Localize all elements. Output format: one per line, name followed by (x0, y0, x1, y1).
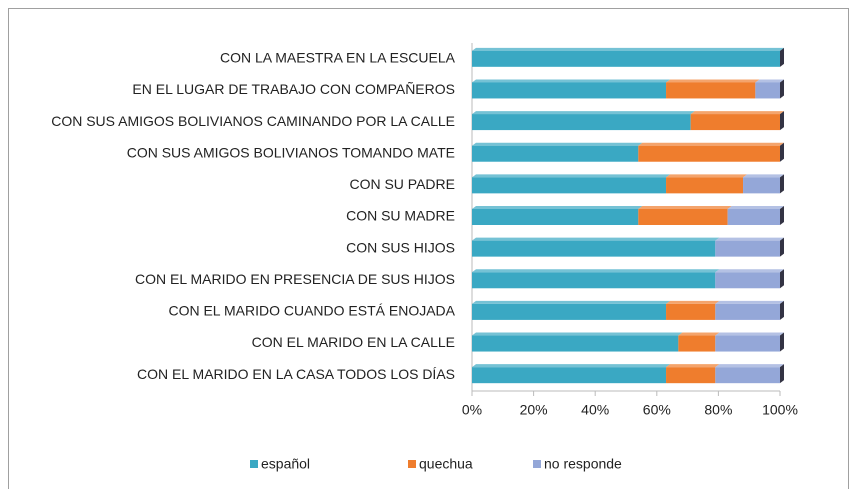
bar-segment (727, 209, 780, 225)
bar-segment (472, 209, 639, 225)
bar-segment (638, 209, 728, 225)
bar-side (780, 111, 784, 131)
bar-segment (472, 367, 667, 384)
x-tick-label: 0% (462, 402, 482, 418)
bar-top (638, 142, 784, 146)
bar-side (780, 142, 784, 162)
category-label: CON SU PADRE (349, 176, 455, 192)
bar-segment (472, 114, 691, 131)
bar-side (780, 79, 784, 99)
bar-top (666, 79, 760, 83)
bar-side (780, 300, 784, 320)
bar-top (472, 79, 671, 83)
bar-top (715, 364, 784, 368)
x-tick-label: 40% (581, 402, 609, 418)
category-label: CON EL MARIDO EN LA CASA TODOS LOS DÍAS (137, 366, 455, 382)
legend-swatch (408, 460, 416, 468)
bar-side (780, 364, 784, 384)
bar-segment (472, 240, 716, 257)
bar-segment (715, 303, 780, 320)
bar-segment (666, 303, 716, 320)
category-label: EN EL LUGAR DE TRABAJO CON COMPAÑEROS (132, 81, 455, 97)
bar-top (472, 142, 643, 146)
bar-top (666, 300, 720, 304)
bar-segment (715, 335, 780, 352)
bar-side (780, 47, 784, 67)
legend-swatch (250, 460, 258, 468)
bar-top (472, 174, 671, 178)
category-label: CON SUS AMIGOS BOLIVIANOS TOMANDO MATE (127, 144, 455, 160)
bar-top (472, 332, 683, 336)
bar-top (715, 332, 784, 336)
category-label: CON SUS AMIGOS BOLIVIANOS CAMINANDO POR … (51, 113, 455, 129)
bar-top (472, 300, 671, 304)
bar-segment (472, 303, 667, 320)
category-label: CON LA MAESTRA EN LA ESCUELA (220, 50, 456, 66)
bar-top (727, 206, 784, 209)
x-tick-label: 60% (643, 402, 671, 418)
bar-segment (678, 335, 716, 352)
bar-top (715, 237, 784, 241)
category-label: CON EL MARIDO CUANDO ESTÁ ENOJADA (168, 303, 455, 319)
bar-top (472, 364, 671, 368)
bar-segment (715, 240, 780, 257)
category-label: CON EL MARIDO EN PRESENCIA DE SUS HIJOS (135, 271, 455, 287)
bar-top (690, 111, 784, 115)
bar-top (666, 174, 748, 178)
bar-segment (472, 82, 667, 99)
bar-top (755, 79, 784, 83)
bar-top (472, 111, 695, 115)
bar-top (666, 364, 720, 368)
legend-label: español (261, 456, 310, 472)
bar-top (472, 206, 643, 209)
bar-segment (472, 145, 639, 162)
bar-segment (472, 50, 780, 67)
bar-top (472, 269, 720, 273)
bar-side (780, 237, 784, 257)
category-label: CON EL MARIDO EN LA CALLE (252, 334, 455, 350)
bar-segment (743, 177, 780, 194)
legend-swatch (533, 460, 541, 468)
bar-segment (715, 272, 780, 289)
bar-segment (472, 177, 667, 194)
bar-side (780, 206, 784, 225)
bar-segment (472, 335, 679, 352)
bar-segment (690, 114, 780, 131)
x-tick-label: 20% (520, 402, 548, 418)
bar-top (715, 269, 784, 273)
bar-top (678, 332, 720, 336)
legend-label: no responde (544, 456, 622, 472)
legend-label: quechua (419, 456, 473, 472)
bar-segment (472, 272, 716, 289)
bar-top (638, 206, 732, 209)
category-label: CON SU MADRE (346, 208, 455, 224)
bar-segment (666, 177, 744, 194)
x-tick-label: 100% (762, 402, 798, 418)
bar-top (472, 47, 784, 51)
bar-side (780, 332, 784, 352)
category-label: CON SUS HIJOS (346, 239, 455, 255)
bar-side (780, 269, 784, 289)
bar-segment (715, 367, 780, 384)
bar-segment (638, 145, 780, 162)
bar-segment (666, 367, 716, 384)
bar-segment (666, 82, 756, 99)
bar-top (715, 300, 784, 304)
x-tick-label: 80% (704, 402, 732, 418)
bar-segment (755, 82, 780, 99)
bar-top (472, 237, 720, 241)
bar-side (780, 174, 784, 194)
bar-top (743, 174, 784, 178)
